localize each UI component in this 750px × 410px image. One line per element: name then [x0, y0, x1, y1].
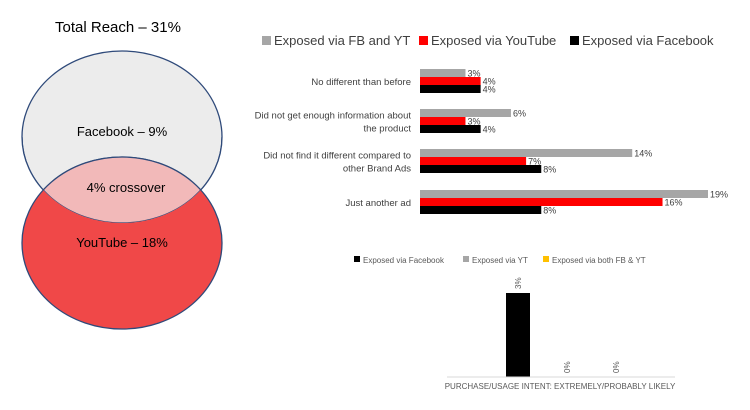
- bar-exposed-via-facebook-4: [420, 206, 542, 214]
- overlap-outline-bottom: [22, 156, 222, 223]
- legend-label-exposed-via-youtube: Exposed via YouTube: [431, 33, 556, 48]
- exposure-value-labels: 3%4%4%6%3%4%14%7%8%19%16%8%: [467, 69, 728, 216]
- value-label-exposed-via-fb-and-yt-2: 6%: [513, 109, 526, 119]
- value-label-exposed-via-youtube-4: 16%: [665, 198, 683, 208]
- intent-value-label-exposed-via-yt: 0%: [563, 361, 572, 373]
- bar-exposed-via-facebook-2: [420, 125, 481, 133]
- value-label-exposed-via-youtube-3: 7%: [528, 157, 541, 167]
- value-label-exposed-via-facebook-2: 4%: [483, 125, 496, 135]
- legend-label-exposed-via-facebook: Exposed via Facebook: [582, 33, 714, 48]
- exposure-bar-chart: Exposed via FB and YT Exposed via YouTube…: [255, 33, 728, 216]
- bar-exposed-via-fb-and-yt-2: [420, 109, 511, 117]
- bar-exposed-via-youtube-1: [420, 77, 481, 85]
- value-label-exposed-via-facebook-1: 4%: [483, 85, 496, 95]
- purchase-intent-chart: Exposed via Facebook Exposed via YT Expose…: [354, 256, 676, 391]
- intent-category-label: PURCHASE/USAGE INTENT: EXTREMELY/PROBABL…: [445, 382, 676, 391]
- category-label-3: Did not find it different compared to oth…: [263, 151, 411, 175]
- intent-chart-legend: Exposed via Facebook Exposed via YT Expose…: [354, 256, 646, 265]
- value-label-exposed-via-youtube-1: 4%: [483, 77, 496, 87]
- intent-legend-label-exposed-via-yt: Exposed via YT: [472, 256, 528, 265]
- value-label-exposed-via-facebook-3: 8%: [543, 165, 556, 175]
- exposure-chart-legend: Exposed via FB and YT Exposed via YouTube…: [262, 33, 714, 48]
- bar-exposed-via-youtube-2: [420, 117, 466, 125]
- bar-exposed-via-facebook-3: [420, 165, 542, 173]
- intent-legend-swatch-exposed-via-both-fb-yt: [543, 256, 549, 262]
- youtube-label: YouTube – 18%: [76, 235, 168, 250]
- intent-legend-swatch-exposed-via-yt: [463, 256, 469, 262]
- bar-exposed-via-youtube-4: [420, 198, 663, 206]
- legend-swatch-exposed-via-fb-and-yt: [262, 36, 271, 45]
- bar-exposed-via-fb-and-yt-1: [420, 69, 466, 77]
- facebook-label: Facebook – 9%: [77, 124, 168, 139]
- intent-bars: [506, 293, 530, 377]
- legend-swatch-exposed-via-youtube: [419, 36, 428, 45]
- venn-diagram: Total Reach – 31% Facebook – 9% 4% cross…: [21, 19, 223, 330]
- category-label-2: Did not get enough information about the …: [255, 111, 412, 135]
- intent-value-labels: 3% 0% 0%: [514, 277, 621, 373]
- crossover-label: 4% crossover: [87, 180, 166, 195]
- value-label-exposed-via-fb-and-yt-1: 3%: [467, 69, 480, 79]
- bar-exposed-via-fb-and-yt-3: [420, 149, 633, 157]
- value-label-exposed-via-fb-and-yt-4: 19%: [710, 190, 728, 200]
- bar-exposed-via-facebook-1: [420, 85, 481, 93]
- intent-legend-swatch-exposed-via-facebook: [354, 256, 360, 262]
- venn-title: Total Reach – 31%: [55, 19, 181, 36]
- legend-label-exposed-via-fb-and-yt: Exposed via FB and YT: [274, 33, 410, 48]
- intent-legend-label-exposed-via-facebook: Exposed via Facebook: [363, 256, 445, 265]
- value-label-exposed-via-facebook-4: 8%: [543, 206, 556, 216]
- intent-value-label-exposed-via-facebook: 3%: [514, 277, 523, 289]
- exposure-bars: [420, 69, 708, 214]
- intent-value-label-exposed-via-both-fb-yt: 0%: [612, 361, 621, 373]
- exposure-category-labels: No different than before Did not get enou…: [255, 77, 412, 209]
- bar-exposed-via-fb-and-yt-4: [420, 190, 708, 198]
- bar-exposed-via-youtube-3: [420, 157, 527, 165]
- category-label-4: Just another ad: [346, 198, 412, 209]
- intent-bar-exposed-via-facebook: [506, 293, 530, 377]
- value-label-exposed-via-fb-and-yt-3: 14%: [634, 149, 652, 159]
- legend-swatch-exposed-via-facebook: [570, 36, 579, 45]
- value-label-exposed-via-youtube-2: 3%: [467, 117, 480, 127]
- category-label-1: No different than before: [311, 77, 411, 88]
- overlap-outline: [22, 136, 222, 223]
- intent-legend-label-exposed-via-both-fb-yt: Exposed via both FB & YT: [552, 256, 646, 265]
- overlap-region: [22, 157, 222, 223]
